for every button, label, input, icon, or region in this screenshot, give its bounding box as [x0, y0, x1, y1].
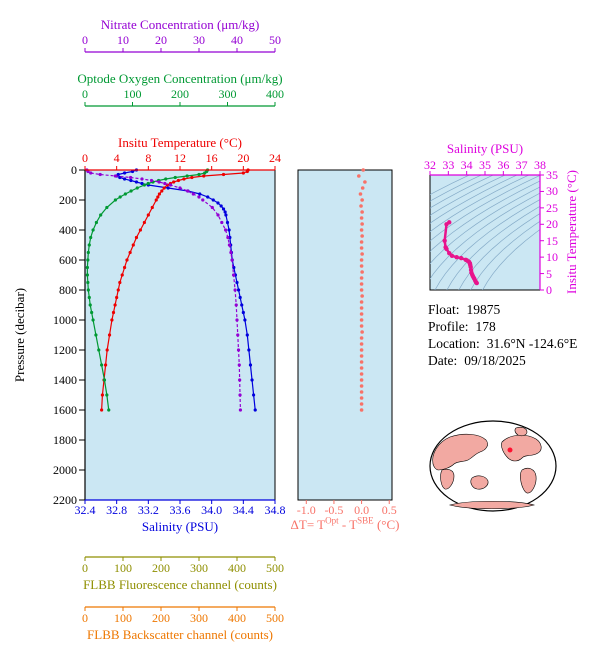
info-profile: Profile: 178	[428, 319, 496, 334]
landmass-greenland	[514, 426, 528, 437]
ts-panel	[429, 174, 541, 291]
float-info-block: Float: 19875 Profile: 178 Location: 31.6°N …	[428, 301, 577, 369]
info-location: Location: 31.6°N -124.6°E	[428, 336, 578, 351]
delta-t-points	[357, 168, 367, 412]
landmass-africa	[440, 468, 455, 490]
ts-density-contours	[430, 175, 540, 290]
nitrate-axis-title: Nitrate Concentration (μm/kg)	[100, 17, 260, 32]
main-plot-area	[85, 170, 275, 500]
map-continents	[432, 426, 542, 510]
info-date: Date: 09/18/2025	[428, 353, 526, 368]
oxygen-profile-curve	[85, 168, 210, 412]
ts-salinity-axis-title: Salinity (PSU)	[446, 141, 524, 156]
backscatter-axis-title: FLBB Backscatter channel (counts)	[87, 627, 273, 642]
landmass-eurasia	[432, 433, 488, 471]
landmass-australia	[470, 475, 489, 490]
info-float: Float: 19875	[428, 302, 501, 317]
fluorescence-axis-title: FLBB Fluorescence channel (counts)	[83, 577, 277, 592]
float-location-marker	[507, 447, 513, 453]
delta-t-panel	[297, 169, 393, 501]
ts-profile-curve	[442, 220, 479, 286]
landmass-north-america	[501, 434, 542, 462]
delta-t-axis-title: ΔT= TOpt - TSBE (°C)	[290, 515, 400, 532]
temperature-profile-curve	[100, 168, 250, 412]
world-map	[429, 420, 557, 512]
landmass-antarctica	[448, 500, 536, 510]
oxygen-axis-title: Optode Oxygen Concentration (μm/kg)	[77, 71, 283, 86]
pressure-axis-title: Pressure (decibar)	[12, 287, 27, 383]
temperature-axis-title: Insitu Temperature (°C)	[118, 135, 242, 150]
ts-temperature-axis-title: Insitu Temperature (°C)	[564, 170, 579, 294]
landmass-south-america	[520, 467, 537, 494]
salinity-profile-curve	[115, 168, 257, 412]
salinity-axis-title: Salinity (PSU)	[141, 519, 219, 534]
